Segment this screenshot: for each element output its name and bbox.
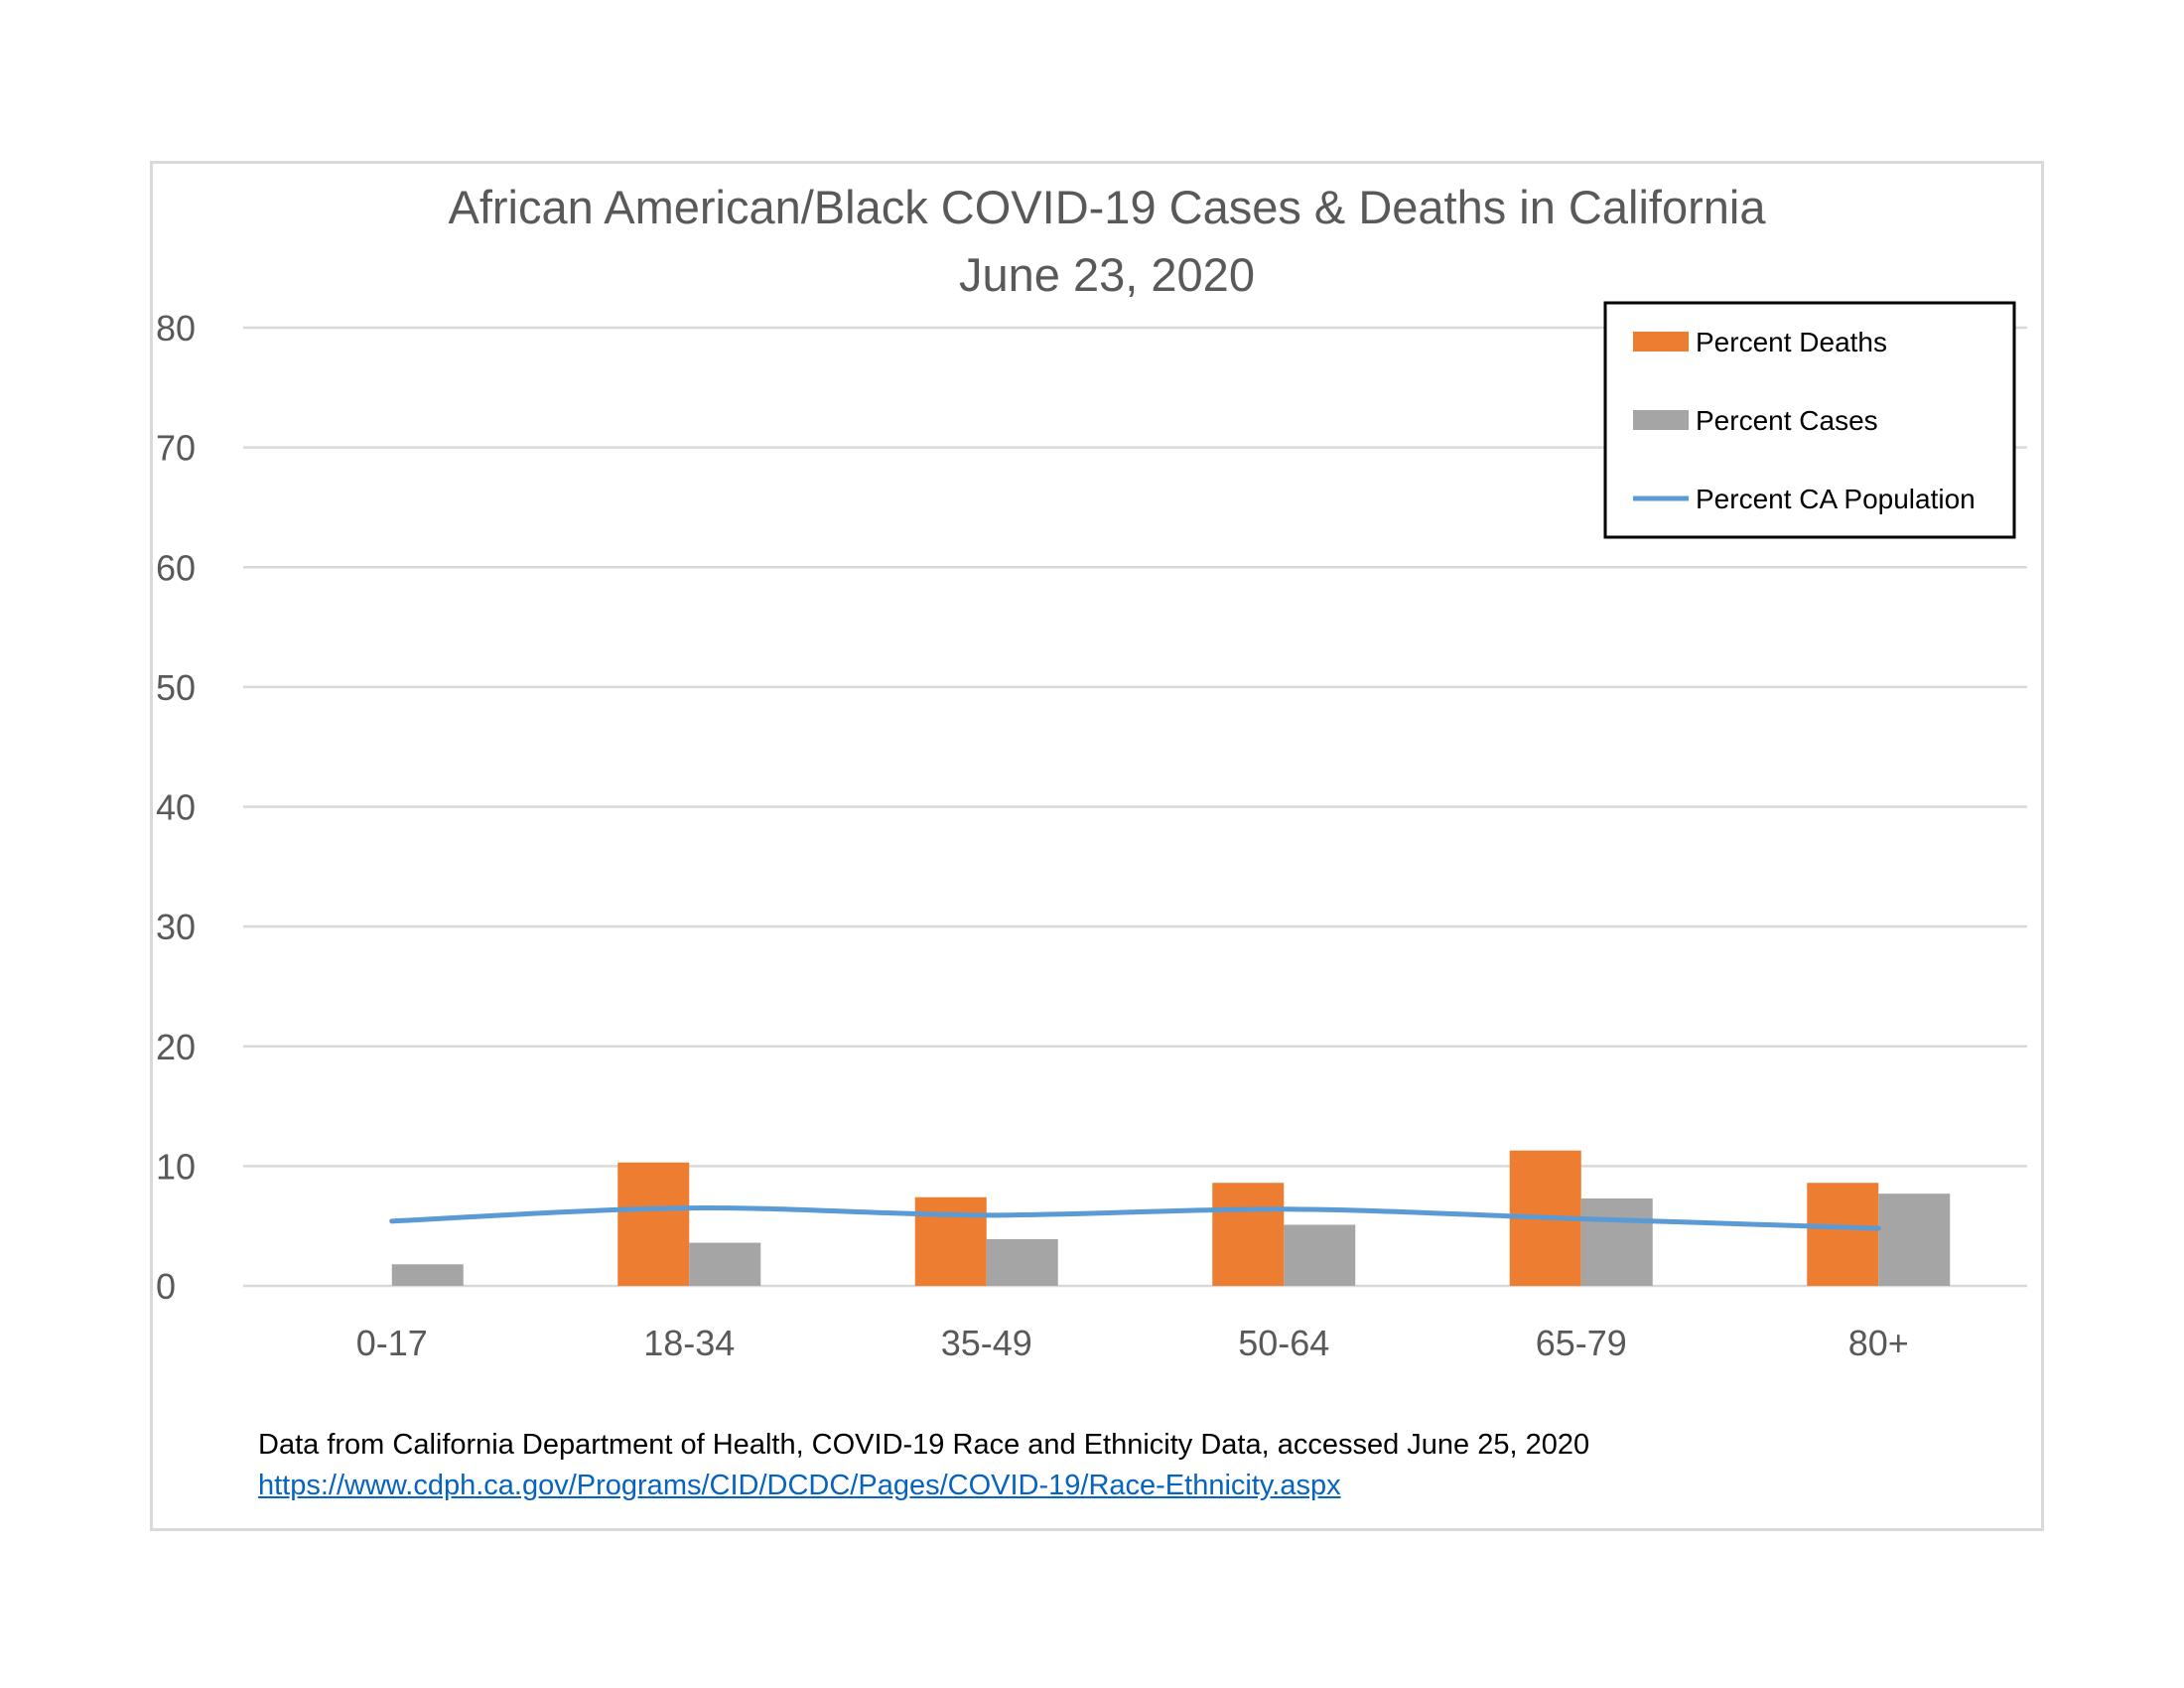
bar-deaths — [1212, 1183, 1285, 1286]
y-tick-label: 30 — [156, 907, 196, 947]
y-tick-label: 60 — [156, 547, 196, 588]
y-tick-label: 50 — [156, 667, 196, 708]
legend-label-population: Percent CA Population — [1696, 484, 1976, 514]
legend-label-cases: Percent Cases — [1696, 405, 1878, 436]
y-tick-label: 10 — [156, 1146, 196, 1187]
legend: Percent Deaths Percent Cases Percent CA … — [1603, 301, 2016, 539]
bar-cases — [391, 1264, 464, 1286]
source-note-block: Data from California Department of Healt… — [258, 1425, 1589, 1506]
y-tick-label: 40 — [156, 787, 196, 828]
y-tick-label: 70 — [156, 428, 196, 469]
bar-deaths — [914, 1196, 987, 1286]
x-tick-label: 35-49 — [941, 1323, 1032, 1363]
bar-deaths — [1807, 1183, 1879, 1286]
y-tick-label: 80 — [156, 308, 196, 349]
series-line-population — [389, 1205, 1881, 1231]
legend-swatch-deaths — [1633, 332, 1689, 352]
legend-label-deaths: Percent Deaths — [1696, 327, 1887, 357]
bar-cases — [1580, 1197, 1653, 1286]
x-tick-label: 0-17 — [356, 1323, 428, 1363]
x-tick-label: 80+ — [1848, 1323, 1909, 1363]
x-tick-label: 18-34 — [643, 1323, 735, 1363]
legend-swatch-cases — [1633, 410, 1689, 430]
bars — [391, 1150, 1951, 1286]
bar-cases — [689, 1242, 761, 1286]
bar-cases — [986, 1238, 1058, 1286]
source-note: Data from California Department of Healt… — [258, 1429, 1590, 1461]
x-axis-ticks: 0-17 18-34 35-49 50-64 65-79 80+ — [356, 1323, 1909, 1363]
y-axis-ticks: 0 10 20 30 40 50 60 70 80 — [156, 308, 196, 1307]
chart-title: African American/Black COVID-19 Cases & … — [449, 181, 1767, 233]
bar-cases — [1878, 1194, 1951, 1286]
bar-cases — [1284, 1224, 1356, 1286]
x-tick-label: 65-79 — [1536, 1323, 1627, 1363]
x-tick-label: 50-64 — [1238, 1323, 1329, 1363]
y-tick-label: 0 — [156, 1266, 176, 1307]
y-tick-label: 20 — [156, 1027, 196, 1067]
source-link[interactable]: https://www.cdph.ca.gov/Programs/CID/DCD… — [258, 1470, 1341, 1501]
population-line — [389, 1205, 1881, 1231]
bar-deaths — [617, 1162, 690, 1286]
chart-subtitle: June 23, 2020 — [959, 248, 1255, 301]
